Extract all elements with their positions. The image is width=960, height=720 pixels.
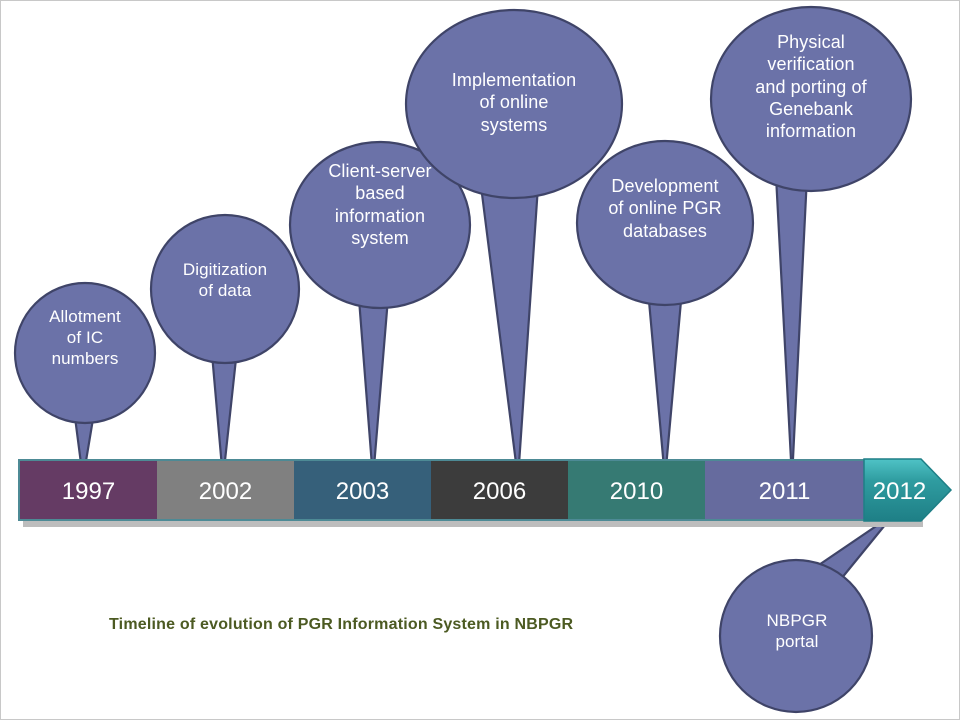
segment-2003[interactable] (294, 461, 431, 519)
bubble-2002[interactable] (149, 213, 301, 365)
diagram-caption: Timeline of evolution of PGR Information… (109, 616, 574, 633)
segment-1997[interactable] (20, 461, 157, 519)
bubble-2006[interactable] (404, 8, 624, 200)
bubble-2010[interactable] (575, 139, 755, 307)
segment-2011[interactable] (705, 461, 864, 519)
tail-2010 (647, 299, 683, 481)
segment-2006[interactable] (431, 461, 568, 519)
timeline-bar (18, 458, 953, 527)
tail-2011 (774, 174, 809, 481)
segment-2012[interactable] (863, 458, 953, 522)
segment-2002[interactable] (157, 461, 294, 519)
bubble-2003[interactable] (288, 140, 472, 310)
bubble-2012[interactable] (718, 558, 874, 714)
segment-2010[interactable] (568, 461, 705, 519)
tail-2006 (479, 184, 540, 481)
tail-2003 (356, 284, 391, 481)
bubble-1997[interactable] (13, 281, 157, 425)
bubble-2011[interactable] (709, 5, 913, 193)
callout-bubbles (13, 5, 913, 714)
